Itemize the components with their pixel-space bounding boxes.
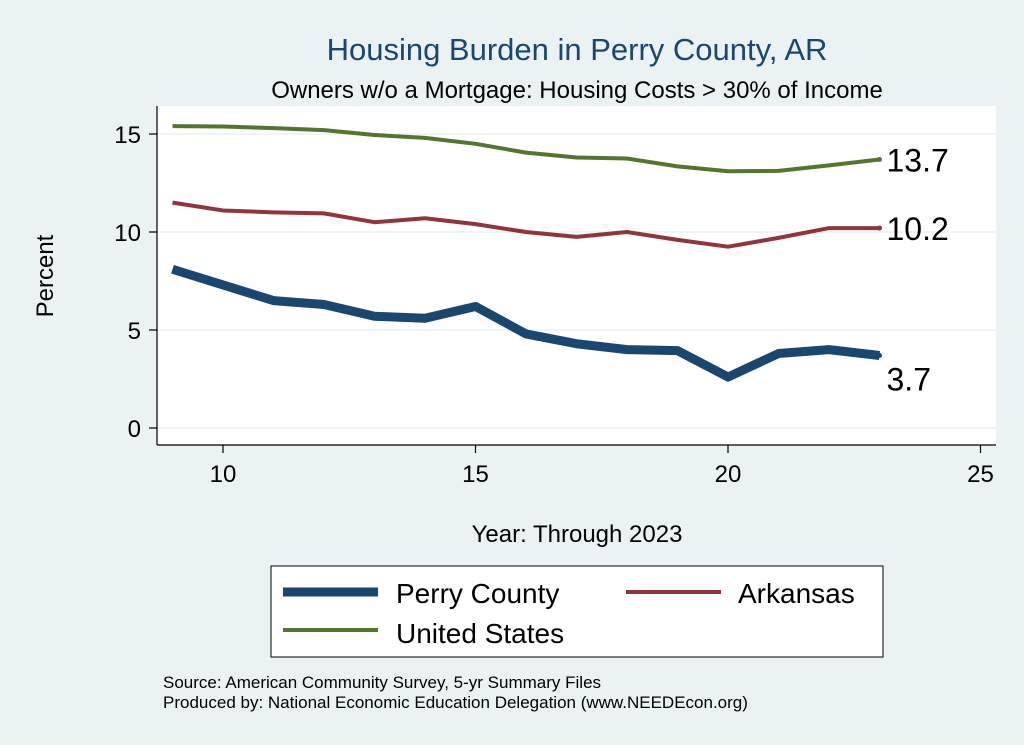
legend-label-arkansas: Arkansas <box>738 578 855 609</box>
producer-note: Produced by: National Economic Education… <box>163 693 748 712</box>
x-tick-label: 15 <box>462 461 489 488</box>
y-axis-title: Percent <box>32 234 59 317</box>
x-axis-ticks: 10 15 20 25 <box>210 445 994 488</box>
series-lines <box>171 124 882 382</box>
y-tick-label: 5 <box>128 318 141 345</box>
series-line-arkansas <box>172 200 880 249</box>
x-tick-label: 25 <box>967 461 994 488</box>
gridlines <box>157 133 996 429</box>
end-labels: 13.7 10.2 3.7 <box>887 142 949 397</box>
legend-box <box>270 565 884 658</box>
legend-label-united-states: United States <box>396 618 564 649</box>
y-tick-label: 10 <box>114 220 141 247</box>
end-label-perry-county: 3.7 <box>887 361 931 397</box>
series-line-united-states <box>172 124 880 174</box>
chart-title: Housing Burden in Perry County, AR <box>327 32 828 67</box>
end-label-united-states: 13.7 <box>887 142 949 178</box>
end-point-perry-county <box>877 352 882 358</box>
chart-subtitle: Owners w/o a Mortgage: Housing Costs > 3… <box>271 77 883 104</box>
x-tick-label: 20 <box>715 461 742 488</box>
y-tick-label: 0 <box>128 416 141 443</box>
y-tick-label: 15 <box>114 122 141 149</box>
end-label-arkansas: 10.2 <box>887 211 949 247</box>
end-point-arkansas <box>877 225 882 231</box>
end-point-united-states <box>877 156 882 162</box>
legend-label-perry-county: Perry County <box>396 578 559 609</box>
x-tick-label: 10 <box>210 461 237 488</box>
x-axis-title: Year: Through 2023 <box>472 521 683 548</box>
legend: Perry County Arkansas United States <box>283 578 855 649</box>
y-axis-ticks: 0 5 10 15 <box>114 122 157 443</box>
series-line-perry-county <box>171 264 881 382</box>
source-note: Source: American Community Survey, 5-yr … <box>163 673 601 692</box>
